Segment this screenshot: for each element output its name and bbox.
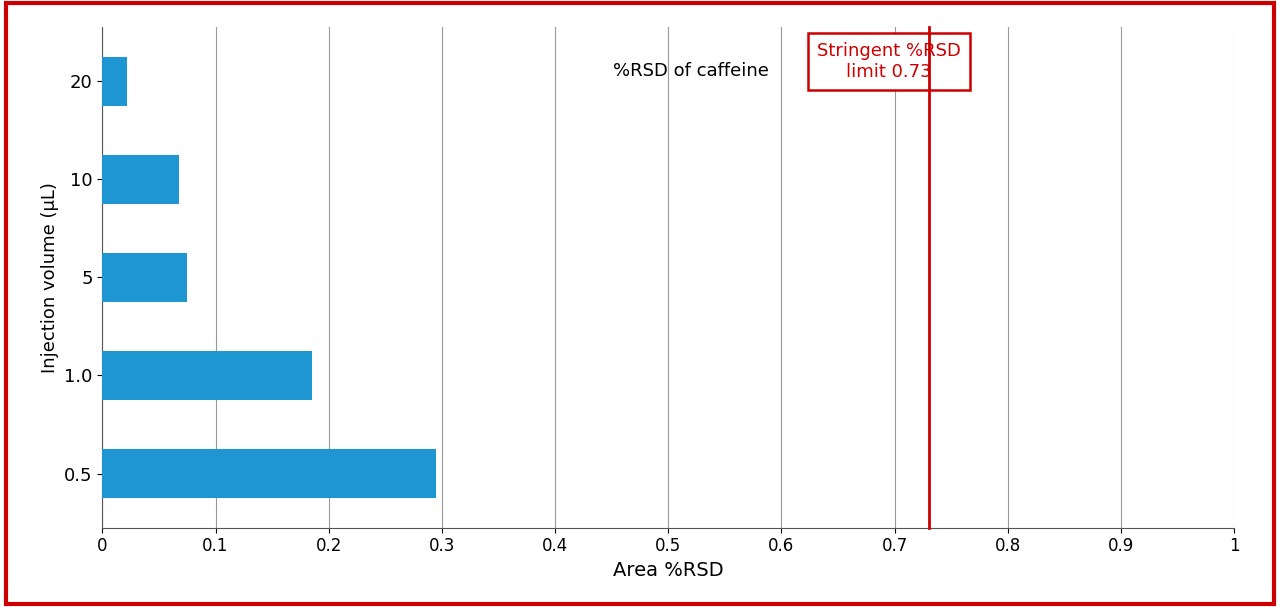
Bar (102, 253, 187, 302)
Bar (102, 155, 179, 204)
X-axis label: Area %RSD: Area %RSD (613, 561, 723, 580)
Bar (102, 449, 436, 498)
Y-axis label: Injection volume (μL): Injection volume (μL) (41, 182, 59, 373)
Text: Stringent %RSD
limit 0.73: Stringent %RSD limit 0.73 (817, 42, 961, 81)
Text: %RSD of caffeine: %RSD of caffeine (613, 62, 769, 80)
Bar (102, 351, 312, 400)
Bar (102, 56, 127, 106)
